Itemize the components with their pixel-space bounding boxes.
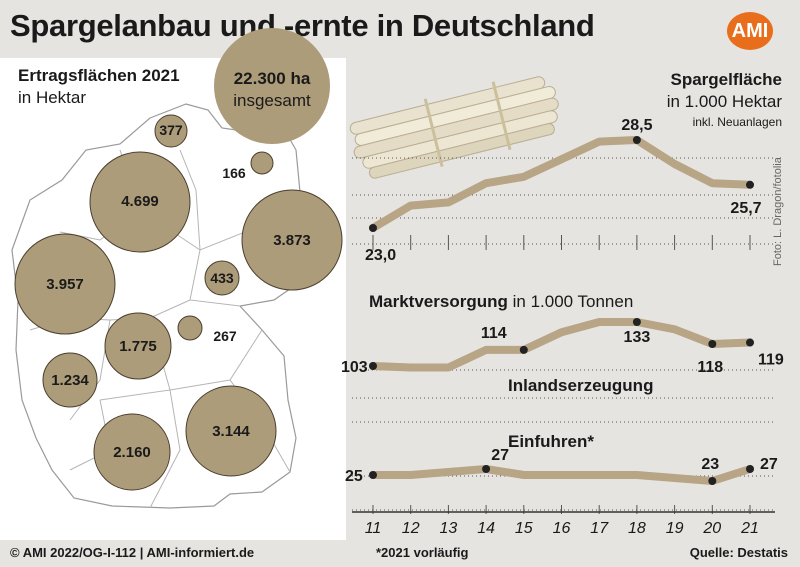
x-tick-label: 20: [702, 520, 721, 537]
data-label: 133: [624, 329, 651, 346]
x-tick-label: 12: [402, 520, 420, 537]
bubble-2160: [93, 413, 171, 491]
data-label: 27: [760, 456, 778, 473]
bubble-377: [154, 114, 188, 148]
chart1-subtitle: in 1.000 Hektar: [666, 92, 782, 111]
total-bubble: [214, 28, 330, 144]
footer-source: Quelle: Destatis: [689, 545, 788, 560]
photo-credit: Foto: L. Dragon/fotolia: [772, 157, 784, 266]
charts-layer: 23,0 28,5 25,7 103 114 133 118 119 25 27 23 27 11 12 1…: [341, 117, 784, 537]
data-label: 114: [481, 325, 507, 342]
x-tick-label: 19: [666, 520, 684, 537]
data-label: 25,7: [730, 200, 761, 217]
data-point: [482, 465, 491, 473]
series-label-inland: Inlandserzeugung: [508, 376, 654, 395]
data-label: 118: [697, 359, 723, 376]
data-label: 119: [758, 352, 784, 369]
x-tick-label: 17: [590, 520, 609, 537]
series-line-imports: [369, 465, 754, 485]
state-label: 3.957: [46, 276, 84, 293]
series-line-inland: [369, 318, 754, 372]
state-label: 4.699: [121, 193, 159, 210]
state-label: 1.775: [119, 338, 157, 355]
chart1-note: inkl. Neuanlagen: [692, 115, 782, 129]
ami-logo: AMI: [727, 12, 773, 50]
state-label: 267: [213, 328, 237, 344]
data-point: [632, 136, 641, 144]
data-label: 27: [491, 447, 509, 464]
data-point: [369, 224, 377, 232]
state-label: 3.144: [212, 423, 250, 440]
data-label: 103: [341, 359, 368, 376]
state-label: 377: [159, 122, 183, 138]
bubble-3144: [185, 385, 277, 477]
chart1-title: Spargelfläche: [670, 70, 783, 89]
bubble-4699: [89, 151, 191, 253]
chart2-subtitle: in 1.000 Tonnen: [512, 292, 634, 311]
state-label: 166: [222, 165, 246, 181]
data-label: 23,0: [365, 247, 396, 264]
map-heading: Ertragsflächen 2021: [18, 66, 180, 85]
x-tick-label: 15: [515, 520, 533, 537]
x-tick-label: 18: [628, 520, 646, 537]
bubble-1775: [104, 312, 172, 380]
data-label: 23: [701, 456, 719, 473]
bubble-433: [204, 260, 240, 296]
x-tick-label: 13: [440, 520, 458, 537]
x-tick-label: 14: [477, 520, 495, 537]
state-label: 3.873: [273, 232, 311, 249]
series-label-imports: Einfuhren*: [508, 432, 594, 451]
data-point: [708, 477, 717, 485]
footer-copyright: © AMI 2022/OG-I-112 | AMI-informiert.de: [10, 545, 255, 560]
data-point: [369, 362, 377, 370]
asparagus-photo: [349, 76, 559, 179]
state-label: 1.234: [51, 372, 89, 389]
x-tick-label: 21: [740, 520, 759, 537]
chart2-title: Marktversorgung: [369, 292, 508, 311]
chart2-heading: Marktversorgung in 1.000 Tonnen: [369, 292, 633, 312]
footer-note: *2021 vorläufig: [376, 545, 469, 560]
data-point: [708, 340, 717, 348]
bubble-3873: [241, 189, 343, 291]
data-point: [746, 338, 754, 347]
data-point: [746, 180, 754, 189]
total-value: 22.300 ha: [233, 69, 311, 88]
series-line-area: [369, 136, 754, 232]
data-point: [369, 471, 377, 479]
data-point: [746, 465, 754, 473]
x-tick-label: 11: [365, 520, 382, 537]
map-bubbles: [14, 114, 343, 491]
data-label: 28,5: [621, 117, 652, 134]
state-label: 2.160: [113, 444, 151, 461]
bubble-267: [177, 315, 203, 341]
bubble-166: [250, 151, 274, 175]
total-label: insgesamt: [233, 91, 311, 110]
state-label: 433: [210, 270, 234, 286]
x-tick-label: 16: [553, 520, 571, 537]
data-label: 25: [345, 468, 363, 485]
data-point: [632, 318, 641, 326]
bubble-3957: [14, 233, 116, 335]
data-point: [519, 345, 528, 354]
bubble-1234: [42, 352, 98, 408]
map-unit: in Hektar: [18, 88, 87, 107]
